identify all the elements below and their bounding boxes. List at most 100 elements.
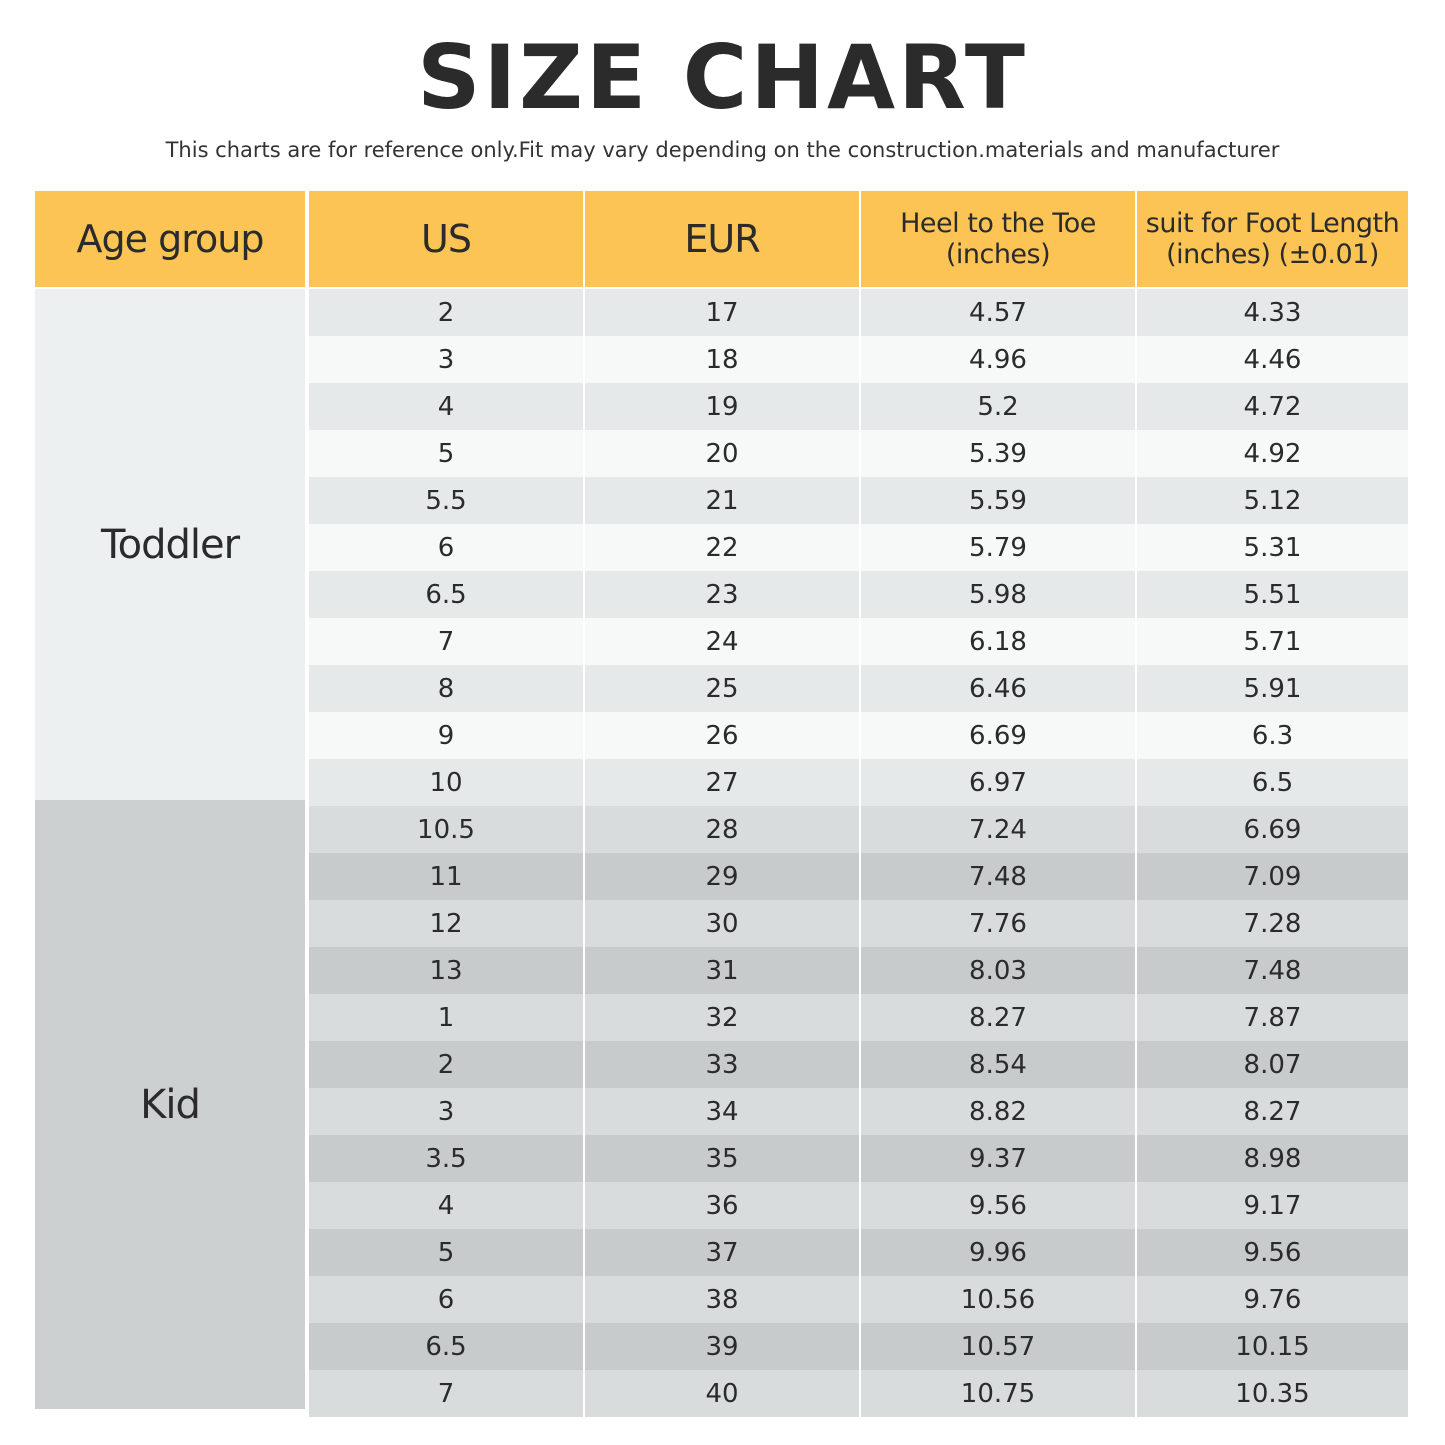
cell-eur: 21 bbox=[585, 477, 859, 524]
cell-foot-length: 10.15 bbox=[1137, 1323, 1408, 1370]
cell-us: 5.5 bbox=[309, 477, 583, 524]
cell-us: 13 bbox=[309, 947, 583, 994]
cell-us: 11 bbox=[309, 853, 583, 900]
cell-foot-length: 7.87 bbox=[1137, 994, 1408, 1041]
table-row: 3 18 4.96 4.46 bbox=[309, 336, 1408, 383]
cell-eur: 23 bbox=[585, 571, 859, 618]
cell-eur: 17 bbox=[585, 289, 859, 336]
cell-eur: 33 bbox=[585, 1041, 859, 1088]
cell-foot-length: 5.71 bbox=[1137, 618, 1408, 665]
cell-eur: 22 bbox=[585, 524, 859, 571]
cell-foot-length: 6.5 bbox=[1137, 759, 1408, 806]
cell-eur: 40 bbox=[585, 1370, 859, 1417]
cell-foot-length: 4.72 bbox=[1137, 383, 1408, 430]
cell-foot-length: 6.69 bbox=[1137, 806, 1408, 853]
table-row: 13 31 8.03 7.48 bbox=[309, 947, 1408, 994]
cell-us: 4 bbox=[309, 1182, 583, 1229]
table-row: 5 20 5.39 4.92 bbox=[309, 430, 1408, 477]
cell-heel-to-toe: 9.37 bbox=[861, 1135, 1135, 1182]
cell-us: 6.5 bbox=[309, 571, 583, 618]
cell-heel-to-toe: 8.03 bbox=[861, 947, 1135, 994]
cell-foot-length: 8.27 bbox=[1137, 1088, 1408, 1135]
header-heel-line1: Heel to the Toe bbox=[900, 208, 1096, 239]
cell-eur: 37 bbox=[585, 1229, 859, 1276]
header-eur: EUR bbox=[585, 191, 859, 287]
table-row: 1 32 8.27 7.87 bbox=[309, 994, 1408, 1041]
table-row: 3 34 8.82 8.27 bbox=[309, 1088, 1408, 1135]
cell-heel-to-toe: 5.2 bbox=[861, 383, 1135, 430]
cell-foot-length: 10.35 bbox=[1137, 1370, 1408, 1417]
cell-heel-to-toe: 4.57 bbox=[861, 289, 1135, 336]
cell-us: 9 bbox=[309, 712, 583, 759]
cell-foot-length: 5.91 bbox=[1137, 665, 1408, 712]
header-age-group: Age group bbox=[35, 191, 305, 287]
cell-heel-to-toe: 6.69 bbox=[861, 712, 1135, 759]
table-row: 12 30 7.76 7.28 bbox=[309, 900, 1408, 947]
cell-heel-to-toe: 10.56 bbox=[861, 1276, 1135, 1323]
cell-us: 3 bbox=[309, 1088, 583, 1135]
cell-us: 10.5 bbox=[309, 806, 583, 853]
cell-heel-to-toe: 5.39 bbox=[861, 430, 1135, 477]
table-row: 6 38 10.56 9.76 bbox=[309, 1276, 1408, 1323]
cell-us: 5 bbox=[309, 430, 583, 477]
page-subtitle: This charts are for reference only.Fit m… bbox=[165, 138, 1280, 162]
cell-us: 10 bbox=[309, 759, 583, 806]
cell-heel-to-toe: 4.96 bbox=[861, 336, 1135, 383]
cell-foot-length: 8.98 bbox=[1137, 1135, 1408, 1182]
cell-eur: 28 bbox=[585, 806, 859, 853]
table-row: 6.5 39 10.57 10.15 bbox=[309, 1323, 1408, 1370]
cell-us: 8 bbox=[309, 665, 583, 712]
age-group-kid: Kid bbox=[35, 800, 305, 1409]
cell-foot-length: 9.56 bbox=[1137, 1229, 1408, 1276]
table-row: 7 40 10.75 10.35 bbox=[309, 1370, 1408, 1417]
cell-us: 6 bbox=[309, 524, 583, 571]
cell-foot-length: 9.17 bbox=[1137, 1182, 1408, 1229]
table-row: 2 17 4.57 4.33 bbox=[309, 289, 1408, 336]
table-row: 10.5 28 7.24 6.69 bbox=[309, 806, 1408, 853]
table-row: 6 22 5.79 5.31 bbox=[309, 524, 1408, 571]
cell-heel-to-toe: 8.82 bbox=[861, 1088, 1135, 1135]
table-row: 5.5 21 5.59 5.12 bbox=[309, 477, 1408, 524]
cell-eur: 34 bbox=[585, 1088, 859, 1135]
cell-eur: 29 bbox=[585, 853, 859, 900]
table-row: 4 36 9.56 9.17 bbox=[309, 1182, 1408, 1229]
cell-foot-length: 7.48 bbox=[1137, 947, 1408, 994]
header-foot-line2: (inches) (±0.01) bbox=[1166, 239, 1379, 270]
cell-eur: 30 bbox=[585, 900, 859, 947]
table-row: 6.5 23 5.98 5.51 bbox=[309, 571, 1408, 618]
cell-heel-to-toe: 8.54 bbox=[861, 1041, 1135, 1088]
table-row: 7 24 6.18 5.71 bbox=[309, 618, 1408, 665]
cell-foot-length: 5.12 bbox=[1137, 477, 1408, 524]
cell-foot-length: 7.28 bbox=[1137, 900, 1408, 947]
cell-foot-length: 9.76 bbox=[1137, 1276, 1408, 1323]
age-group-toddler: Toddler bbox=[35, 289, 305, 800]
cell-foot-length: 4.92 bbox=[1137, 430, 1408, 477]
cell-heel-to-toe: 7.76 bbox=[861, 900, 1135, 947]
table-row: 3.5 35 9.37 8.98 bbox=[309, 1135, 1408, 1182]
cell-us: 3.5 bbox=[309, 1135, 583, 1182]
cell-eur: 39 bbox=[585, 1323, 859, 1370]
cell-foot-length: 5.51 bbox=[1137, 571, 1408, 618]
table-row: 9 26 6.69 6.3 bbox=[309, 712, 1408, 759]
cell-us: 7 bbox=[309, 1370, 583, 1417]
cell-heel-to-toe: 5.98 bbox=[861, 571, 1135, 618]
cell-eur: 18 bbox=[585, 336, 859, 383]
cell-heel-to-toe: 8.27 bbox=[861, 994, 1135, 1041]
cell-us: 4 bbox=[309, 383, 583, 430]
cell-us: 5 bbox=[309, 1229, 583, 1276]
cell-eur: 38 bbox=[585, 1276, 859, 1323]
header-foot-line1: suit for Foot Length bbox=[1145, 208, 1400, 239]
header-foot-length: suit for Foot Length (inches) (±0.01) bbox=[1137, 191, 1408, 287]
cell-heel-to-toe: 10.57 bbox=[861, 1323, 1135, 1370]
cell-heel-to-toe: 7.24 bbox=[861, 806, 1135, 853]
cell-foot-length: 8.07 bbox=[1137, 1041, 1408, 1088]
page-title: SIZE CHART bbox=[417, 26, 1028, 129]
cell-heel-to-toe: 6.18 bbox=[861, 618, 1135, 665]
size-chart-table: Age group US EUR Heel to the Toe (inches… bbox=[35, 191, 1408, 1417]
cell-heel-to-toe: 7.48 bbox=[861, 853, 1135, 900]
table-row: 4 19 5.2 4.72 bbox=[309, 383, 1408, 430]
cell-heel-to-toe: 6.97 bbox=[861, 759, 1135, 806]
cell-us: 3 bbox=[309, 336, 583, 383]
cell-us: 2 bbox=[309, 289, 583, 336]
cell-heel-to-toe: 5.59 bbox=[861, 477, 1135, 524]
